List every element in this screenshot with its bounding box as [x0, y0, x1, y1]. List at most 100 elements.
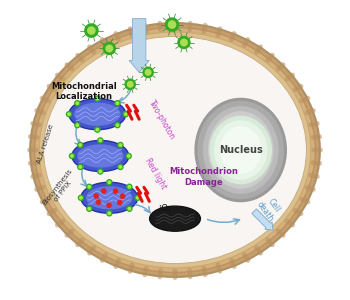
Circle shape: [53, 209, 57, 212]
Circle shape: [243, 44, 246, 47]
Circle shape: [257, 249, 260, 253]
Circle shape: [286, 219, 289, 223]
Circle shape: [85, 24, 98, 37]
Circle shape: [126, 153, 131, 158]
Circle shape: [313, 122, 316, 126]
Ellipse shape: [81, 182, 138, 213]
Circle shape: [243, 253, 246, 256]
Circle shape: [35, 136, 39, 139]
Ellipse shape: [203, 106, 279, 194]
Circle shape: [117, 38, 120, 41]
Circle shape: [144, 26, 147, 30]
Circle shape: [244, 40, 248, 44]
Circle shape: [217, 267, 221, 270]
Circle shape: [312, 188, 315, 191]
Circle shape: [136, 196, 139, 199]
Circle shape: [31, 122, 35, 125]
Circle shape: [58, 221, 62, 225]
Circle shape: [28, 148, 31, 152]
Circle shape: [114, 265, 118, 268]
Circle shape: [31, 175, 35, 178]
Ellipse shape: [220, 126, 261, 174]
Circle shape: [35, 161, 39, 164]
Circle shape: [203, 270, 206, 274]
Circle shape: [279, 65, 283, 68]
Circle shape: [299, 212, 303, 215]
Circle shape: [306, 96, 310, 100]
Circle shape: [99, 170, 102, 173]
Circle shape: [127, 155, 130, 157]
Circle shape: [103, 43, 115, 54]
Circle shape: [173, 273, 177, 276]
Circle shape: [41, 186, 45, 189]
Circle shape: [125, 79, 135, 89]
Circle shape: [65, 233, 69, 237]
Circle shape: [107, 180, 112, 185]
Circle shape: [309, 123, 313, 127]
Circle shape: [232, 32, 236, 35]
Circle shape: [31, 148, 34, 152]
Circle shape: [92, 246, 95, 250]
Text: Two-photon: Two-photon: [147, 99, 176, 142]
Circle shape: [104, 253, 107, 256]
Circle shape: [203, 273, 207, 277]
Circle shape: [316, 148, 319, 152]
Circle shape: [128, 208, 131, 210]
Circle shape: [188, 272, 192, 276]
Circle shape: [78, 56, 82, 59]
Ellipse shape: [77, 144, 124, 168]
Circle shape: [173, 24, 177, 27]
Circle shape: [67, 65, 71, 68]
Circle shape: [255, 246, 258, 250]
Circle shape: [79, 166, 82, 168]
Circle shape: [202, 266, 206, 270]
Circle shape: [113, 189, 118, 193]
Circle shape: [303, 199, 307, 202]
Circle shape: [78, 142, 83, 148]
Circle shape: [87, 184, 92, 189]
Circle shape: [96, 98, 99, 100]
Circle shape: [107, 203, 111, 207]
Circle shape: [43, 98, 47, 101]
Circle shape: [218, 27, 222, 31]
Circle shape: [144, 270, 147, 274]
Circle shape: [315, 161, 318, 165]
Circle shape: [279, 232, 283, 235]
Circle shape: [47, 85, 51, 88]
Circle shape: [318, 161, 321, 165]
Circle shape: [43, 199, 47, 202]
Circle shape: [143, 23, 147, 27]
Circle shape: [305, 186, 309, 189]
Circle shape: [135, 195, 140, 200]
Text: Cell
death: Cell death: [255, 194, 284, 223]
Circle shape: [75, 100, 80, 106]
Circle shape: [88, 27, 95, 34]
Circle shape: [128, 27, 132, 31]
Ellipse shape: [30, 23, 320, 277]
Circle shape: [268, 56, 272, 59]
Circle shape: [127, 184, 132, 189]
Circle shape: [38, 187, 41, 190]
Circle shape: [127, 82, 133, 87]
Circle shape: [53, 88, 57, 91]
Circle shape: [188, 21, 192, 25]
Circle shape: [188, 28, 191, 31]
Circle shape: [259, 45, 262, 49]
Circle shape: [315, 175, 319, 178]
Circle shape: [202, 30, 206, 34]
Circle shape: [281, 63, 285, 67]
Circle shape: [158, 275, 162, 279]
Circle shape: [188, 275, 192, 279]
Circle shape: [309, 110, 312, 113]
Ellipse shape: [197, 101, 284, 199]
Circle shape: [257, 47, 260, 51]
Circle shape: [37, 123, 41, 127]
Ellipse shape: [72, 140, 129, 172]
Circle shape: [29, 135, 32, 139]
Circle shape: [188, 24, 192, 28]
Circle shape: [268, 241, 272, 244]
Circle shape: [65, 63, 69, 67]
Ellipse shape: [208, 111, 274, 189]
Circle shape: [312, 109, 315, 112]
Circle shape: [114, 32, 118, 35]
